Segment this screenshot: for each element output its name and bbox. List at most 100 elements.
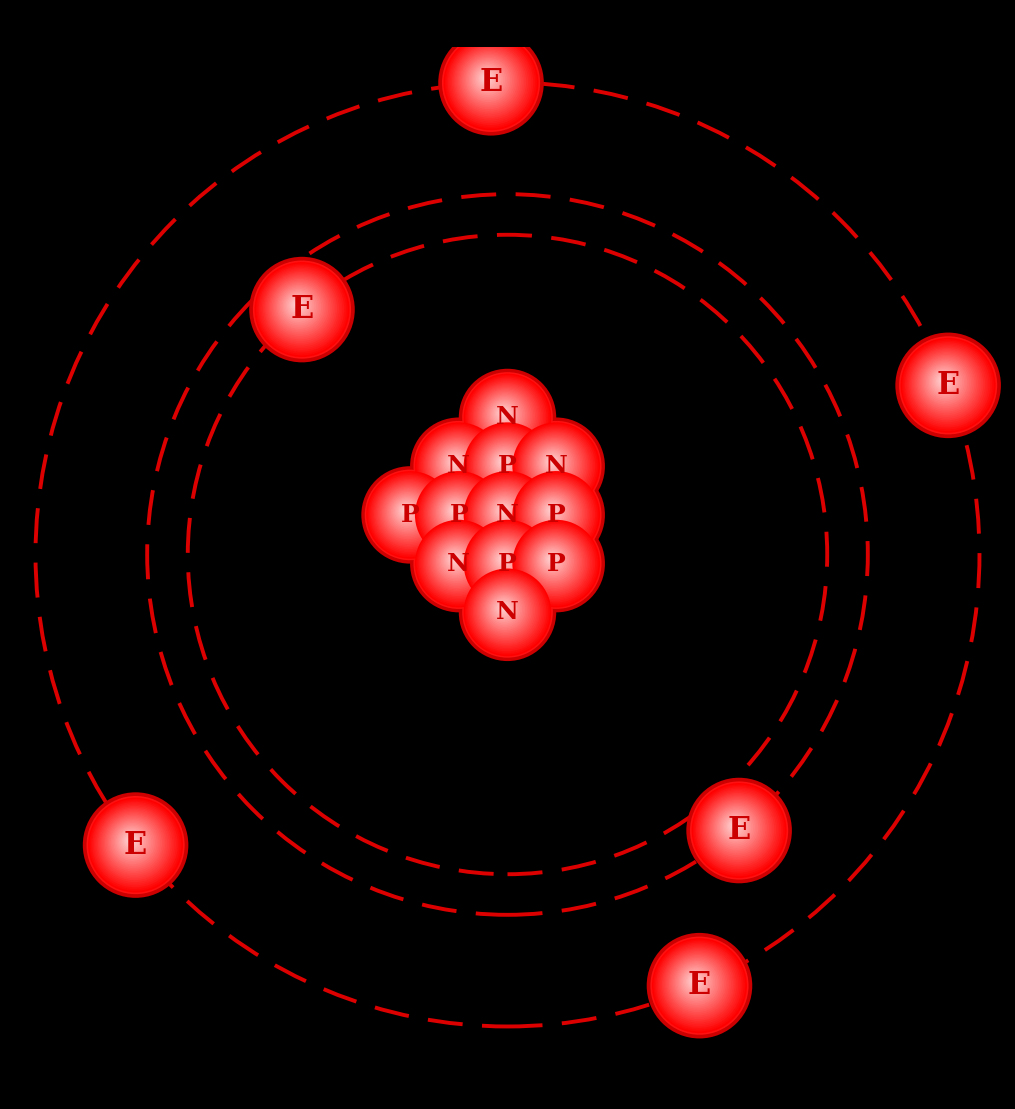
Circle shape [536,446,570,481]
Circle shape [465,57,513,104]
Circle shape [474,67,499,92]
Circle shape [86,796,185,894]
Circle shape [538,497,567,527]
Circle shape [492,451,516,475]
Circle shape [264,272,337,345]
Circle shape [426,482,488,545]
Circle shape [459,417,556,515]
Circle shape [528,438,581,490]
Circle shape [904,342,991,428]
Circle shape [716,807,757,848]
Circle shape [410,417,508,515]
Circle shape [452,508,457,513]
Circle shape [517,475,595,553]
Circle shape [417,425,499,507]
Circle shape [424,431,491,499]
Circle shape [491,547,518,573]
Circle shape [455,47,525,116]
Circle shape [128,837,134,843]
Circle shape [448,455,462,469]
Circle shape [462,373,553,462]
Circle shape [665,950,731,1017]
Circle shape [497,553,510,566]
Circle shape [111,820,155,864]
Circle shape [276,283,323,330]
Circle shape [533,540,574,581]
Circle shape [469,525,545,601]
Circle shape [430,438,483,490]
Circle shape [429,535,485,590]
Circle shape [486,591,524,629]
Circle shape [528,487,581,539]
Circle shape [496,601,511,615]
Text: P: P [547,551,565,576]
Circle shape [250,257,355,363]
Circle shape [680,966,712,998]
Circle shape [373,478,446,551]
Circle shape [428,532,486,591]
Text: P: P [547,502,565,527]
Circle shape [413,518,504,609]
Circle shape [527,486,583,541]
Circle shape [654,939,745,1031]
Circle shape [722,813,750,841]
Circle shape [444,35,539,131]
Circle shape [651,937,748,1035]
Circle shape [479,536,532,588]
Circle shape [450,554,459,563]
Circle shape [367,472,453,557]
Circle shape [522,431,589,499]
Circle shape [419,475,497,553]
Text: N: N [496,502,519,527]
Circle shape [668,954,728,1014]
Circle shape [484,444,526,484]
Circle shape [483,74,489,81]
Circle shape [694,786,784,875]
Circle shape [500,410,505,416]
Circle shape [431,439,481,489]
Circle shape [287,295,309,316]
Circle shape [395,500,418,523]
Circle shape [416,424,501,508]
Circle shape [433,538,480,584]
Circle shape [434,441,478,486]
Circle shape [477,484,535,542]
Circle shape [480,537,530,587]
Circle shape [940,377,946,384]
Circle shape [255,262,349,357]
Circle shape [723,814,748,840]
Circle shape [478,437,534,492]
Circle shape [459,466,556,563]
Circle shape [394,498,420,525]
Circle shape [387,492,428,532]
Circle shape [538,448,567,478]
Text: N: N [448,551,470,576]
Circle shape [417,474,499,556]
Circle shape [479,487,532,539]
Circle shape [493,550,514,570]
Circle shape [935,372,953,390]
Circle shape [96,806,173,882]
Circle shape [936,373,952,389]
Circle shape [470,62,505,96]
Circle shape [445,550,465,570]
Circle shape [899,336,997,435]
Circle shape [471,528,542,598]
Circle shape [672,958,723,1008]
Circle shape [513,471,600,559]
Circle shape [421,527,494,599]
Circle shape [523,530,587,594]
Circle shape [477,532,535,591]
Circle shape [263,271,339,346]
Circle shape [370,475,449,553]
Circle shape [114,823,151,861]
Circle shape [474,433,538,497]
Circle shape [544,502,561,520]
Circle shape [675,960,719,1005]
Circle shape [368,474,451,556]
Circle shape [489,448,519,478]
Circle shape [705,797,769,861]
Circle shape [498,409,508,417]
Circle shape [126,835,136,845]
Text: N: N [496,600,519,624]
